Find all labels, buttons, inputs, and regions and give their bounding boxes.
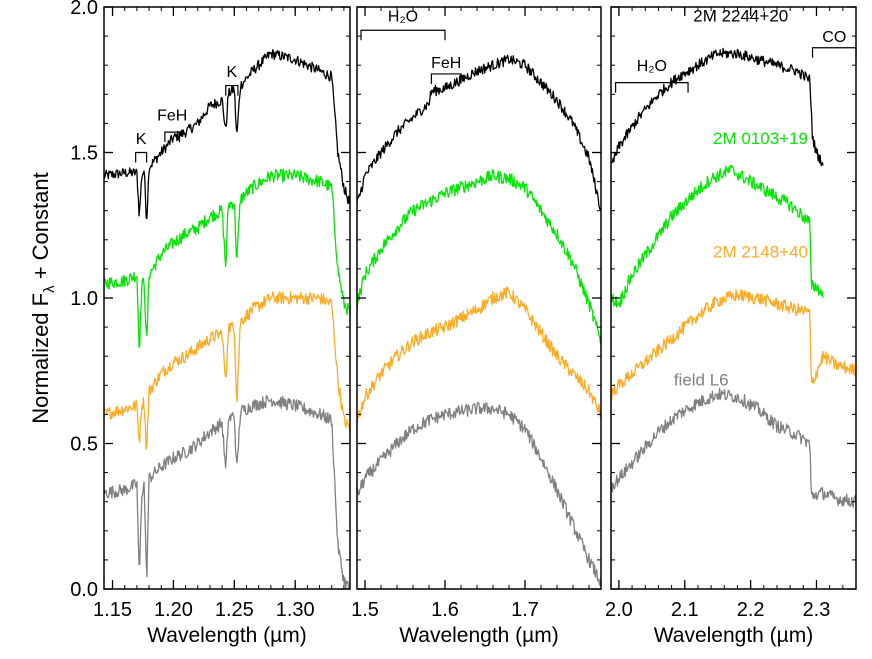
y-tick-label: 1.0 (70, 288, 98, 310)
y-tick-label: 1.5 (70, 143, 98, 165)
feature-label: H₂O (637, 58, 667, 75)
x-tick-label: 1.15 (93, 599, 132, 621)
x-axis-label: Wavelength (µm) (147, 624, 307, 647)
feature-label: FeH (157, 107, 187, 124)
feature-bracket (164, 131, 181, 143)
feature-label: H₂O (388, 9, 418, 26)
object-label: 2M 2148+40 (713, 242, 808, 261)
spectrum-line-black (104, 49, 350, 220)
spectrum-line-green (104, 168, 350, 348)
feature-bracket (430, 73, 462, 84)
feature-annotation: K (225, 64, 239, 96)
y-tick-label: 0.0 (70, 579, 98, 601)
svg-text:Normalized Fλ + Constant: Normalized Fλ + Constant (28, 172, 58, 423)
x-tick-label: 1.25 (215, 599, 254, 621)
spectrum-line-gray (611, 387, 856, 508)
y-tick-label: 2.0 (70, 0, 98, 19)
panel-3: 2.0 2.1 2.2 2.3 Wavelength (µm) H₂O CO 2M 2244+… (605, 6, 857, 647)
feature-label: K (136, 131, 147, 148)
x-tick-label: 2.0 (605, 599, 633, 621)
feature-label: FeH (431, 55, 461, 72)
x-tick-label: 1.6 (431, 599, 459, 621)
x-tick-label: 2.2 (737, 599, 765, 621)
spectrum-line-green (611, 164, 824, 308)
object-label: field L6 (674, 370, 729, 389)
feature-bracket (135, 151, 148, 163)
series-group (357, 54, 601, 587)
feature-annotation: FeH (157, 107, 187, 143)
y-axis-label: Normalized Fλ + Constant (28, 172, 58, 423)
spectrum-line-gray (357, 401, 601, 587)
x-tick-label: 1.30 (276, 599, 315, 621)
feature-bracket (225, 84, 239, 96)
feature-annotation: FeH (430, 55, 462, 84)
y-axis-label-subscript: λ (41, 285, 58, 293)
panels-group: 0.0 0.5 1.0 1.5 2.0 1.15 1.20 1.25 1.30 Wavelengt… (70, 0, 857, 647)
feature-bracket (360, 29, 446, 41)
x-tick-label: 2.1 (671, 599, 699, 621)
feature-annotation: K (135, 131, 148, 163)
feature-annotation: CO (811, 29, 857, 58)
object-label: 2M 2244+20 (693, 7, 788, 26)
series-group (611, 47, 856, 508)
spectrum-line-green (357, 168, 601, 345)
feature-annotation: H₂O (360, 9, 446, 41)
panel-2: 1.5 1.6 1.7 Wavelength (µm) H₂O FeH (351, 6, 602, 647)
x-tick-label: 1.20 (154, 599, 193, 621)
spectrum-line-black (357, 54, 601, 211)
series-group (104, 49, 350, 589)
panel-1: 0.0 0.5 1.0 1.5 2.0 1.15 1.20 1.25 1.30 Wavelengt… (70, 0, 351, 647)
x-axis-label: Wavelength (µm) (654, 624, 814, 647)
object-label: 2M 0103+19 (713, 129, 808, 148)
spectrum-line-orange (104, 291, 350, 450)
feature-label: K (227, 64, 238, 81)
x-tick-label: 2.3 (803, 599, 831, 621)
feature-bracket (615, 82, 689, 93)
y-axis-label-suffix: + Constant (28, 172, 53, 285)
feature-bracket (811, 47, 857, 58)
spectrum-line-orange (357, 286, 601, 426)
spectrum-line-orange (611, 289, 856, 400)
x-axis-label: Wavelength (µm) (399, 624, 559, 647)
y-tick-label: 0.5 (70, 434, 98, 456)
feature-annotation: H₂O (615, 58, 689, 93)
x-tick-label: 1.7 (511, 599, 539, 621)
spectrum-line-black (611, 47, 824, 167)
spectrum-line-gray (104, 395, 350, 589)
y-axis-label-prefix: Normalized F (28, 293, 53, 424)
x-tick-label: 1.5 (351, 599, 379, 621)
feature-label: CO (822, 29, 846, 46)
